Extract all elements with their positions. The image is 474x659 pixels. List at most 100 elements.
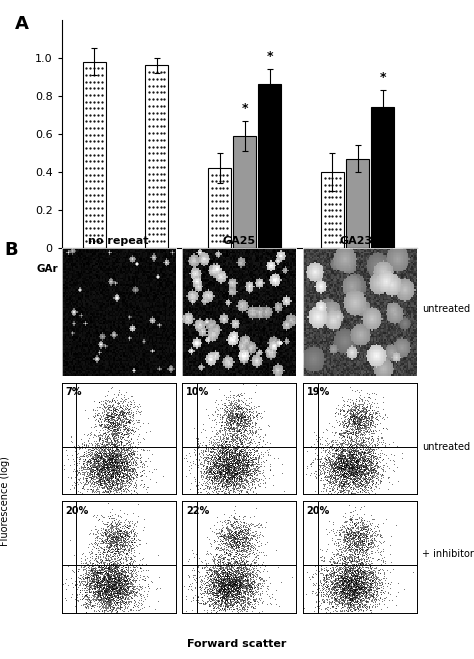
Point	[90, 476, 98, 487]
Point	[104, 437, 112, 447]
Point	[233, 574, 241, 585]
Point	[224, 540, 232, 551]
Point	[350, 575, 358, 586]
Point	[209, 602, 217, 613]
Point	[230, 527, 238, 537]
Point	[347, 582, 355, 592]
Point	[349, 514, 356, 525]
Point	[215, 461, 223, 471]
Point	[332, 477, 340, 488]
Point	[334, 556, 341, 566]
Point	[113, 478, 120, 489]
Point	[94, 579, 102, 590]
Point	[125, 578, 132, 588]
Point	[363, 478, 371, 488]
Point	[237, 469, 245, 479]
Point	[358, 476, 366, 486]
Point	[114, 533, 122, 544]
Point	[220, 449, 228, 459]
Point	[358, 586, 366, 596]
Point	[98, 439, 106, 449]
Point	[338, 521, 346, 532]
Point	[348, 463, 356, 473]
Point	[226, 569, 234, 579]
Point	[217, 426, 224, 437]
Point	[227, 542, 235, 552]
Point	[104, 440, 111, 451]
Point	[194, 438, 202, 448]
Point	[356, 576, 363, 587]
Point	[240, 450, 247, 461]
Point	[233, 533, 241, 544]
Point	[357, 576, 365, 587]
Point	[232, 598, 239, 608]
Point	[138, 554, 146, 564]
Point	[368, 413, 375, 423]
Point	[113, 411, 120, 422]
Point	[241, 465, 248, 475]
Point	[222, 432, 230, 443]
Point	[122, 561, 130, 572]
Point	[217, 566, 225, 577]
Point	[234, 553, 242, 563]
Point	[109, 434, 117, 444]
Point	[102, 479, 109, 490]
Point	[241, 576, 248, 587]
Point	[374, 460, 381, 471]
Point	[348, 556, 356, 567]
Point	[221, 473, 228, 483]
Point	[371, 407, 378, 418]
Point	[218, 581, 225, 591]
Point	[249, 475, 257, 486]
Point	[355, 532, 362, 542]
Point	[79, 599, 87, 610]
Point	[227, 588, 235, 599]
Point	[112, 591, 119, 602]
Point	[115, 575, 122, 586]
Point	[332, 467, 340, 477]
Point	[346, 441, 353, 451]
Point	[86, 574, 93, 585]
Point	[133, 434, 141, 444]
Point	[363, 530, 370, 541]
Point	[226, 416, 233, 426]
Point	[234, 529, 242, 539]
Point	[332, 573, 339, 583]
Point	[368, 536, 375, 547]
Point	[154, 550, 162, 560]
Point	[122, 459, 130, 469]
Point	[223, 590, 231, 601]
Point	[313, 588, 321, 599]
Point	[355, 408, 362, 418]
Point	[353, 438, 361, 449]
Point	[96, 459, 104, 469]
Point	[91, 454, 99, 465]
Point	[210, 463, 217, 473]
Point	[344, 539, 352, 550]
Point	[343, 439, 350, 449]
Point	[91, 447, 99, 457]
Point	[342, 451, 349, 462]
Point	[92, 606, 100, 617]
Point	[346, 525, 353, 536]
Point	[112, 443, 119, 453]
Point	[116, 588, 124, 599]
Point	[95, 433, 103, 444]
Point	[244, 536, 252, 546]
Point	[240, 551, 247, 561]
Point	[93, 465, 100, 475]
Point	[128, 469, 136, 479]
Point	[372, 476, 380, 487]
Point	[348, 571, 356, 581]
Point	[101, 469, 109, 479]
Point	[342, 538, 350, 549]
Point	[349, 585, 356, 596]
Point	[74, 447, 82, 458]
Point	[86, 467, 94, 478]
Point	[119, 481, 127, 492]
Point	[224, 572, 231, 583]
Point	[365, 413, 373, 423]
Point	[137, 559, 144, 570]
Point	[204, 452, 211, 463]
Point	[94, 447, 102, 458]
